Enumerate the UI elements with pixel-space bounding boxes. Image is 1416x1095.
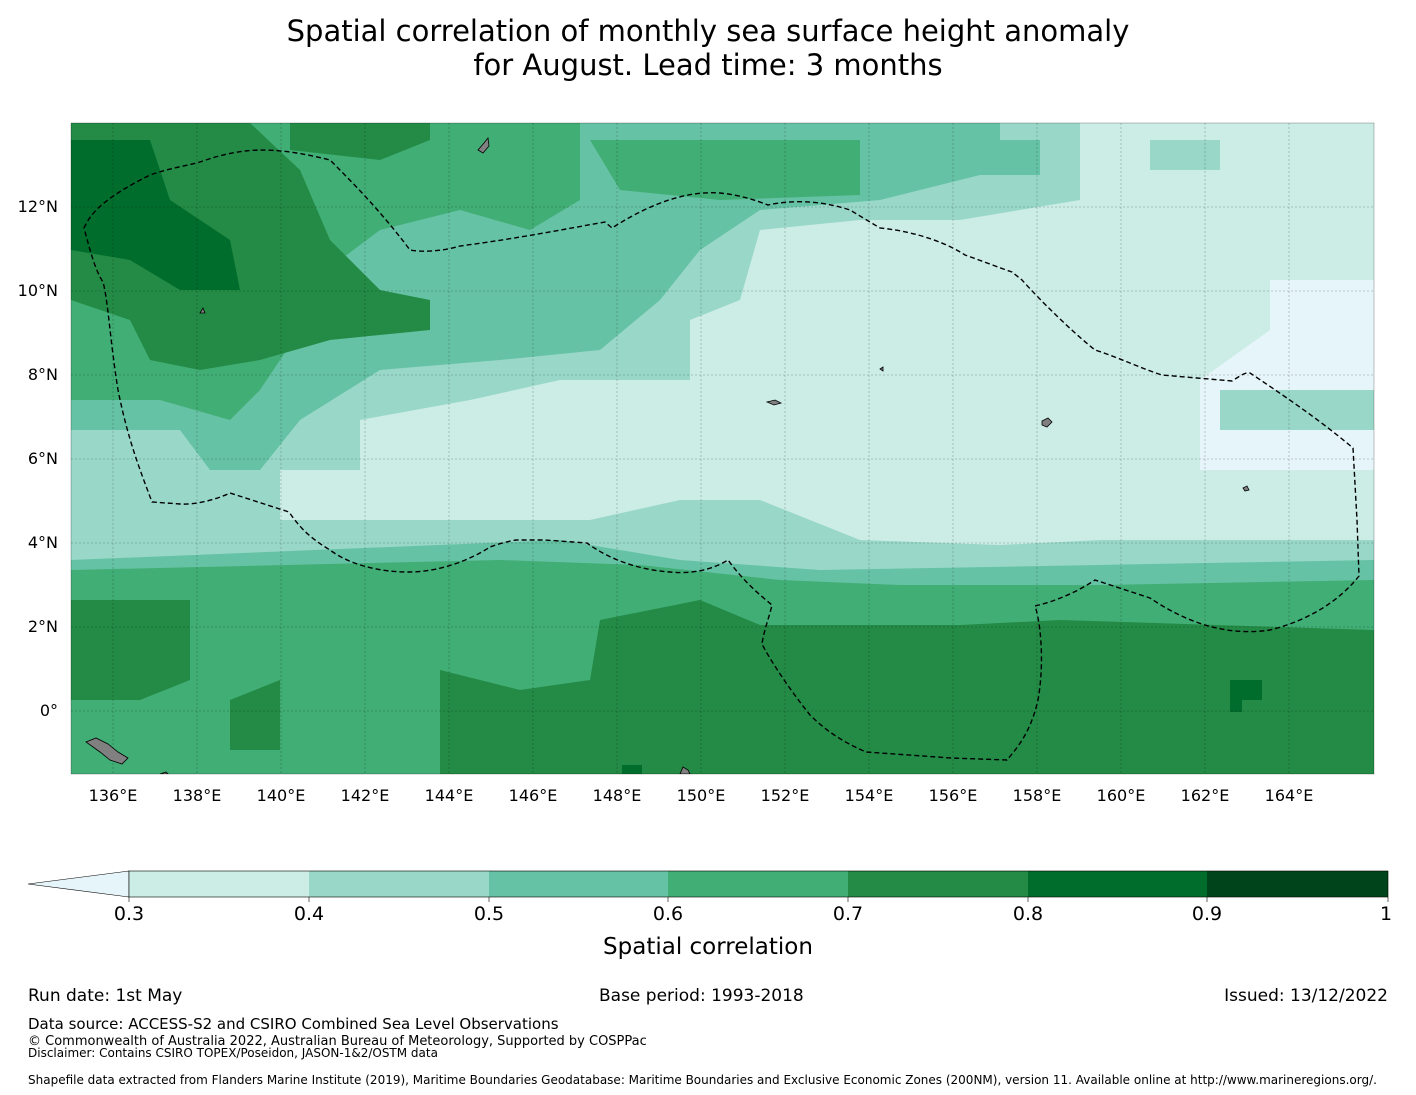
lat-label: 8°N (28, 365, 58, 384)
lat-label: 10°N (18, 281, 58, 300)
field-band-06 (71, 123, 1374, 774)
colorbar-tick: 0.3 (114, 903, 144, 925)
map-figure: 136°E 138°E 140°E 142°E 144°E 146°E 148°… (18, 122, 1392, 960)
run-date: Run date: 1st May (28, 986, 183, 1006)
island-bottom-2 (159, 771, 169, 774)
lat-label: 0° (40, 701, 58, 720)
lon-label: 136°E (89, 786, 138, 805)
lon-label: 150°E (677, 786, 726, 805)
colorbar-segment (668, 871, 848, 897)
lon-label: 156°E (929, 786, 978, 805)
map-gridlines (71, 123, 1374, 774)
lat-label: 2°N (28, 617, 58, 636)
island-chuuk (765, 399, 783, 406)
colorbar-tick: 0.6 (653, 903, 683, 925)
lon-label: 158°E (1013, 786, 1062, 805)
title-line-1: Spatial correlation of monthly sea surfa… (286, 14, 1130, 48)
island-yap (199, 307, 206, 314)
colorbar: 0.3 0.4 0.5 0.6 0.7 0.8 0.9 1 Spatial co… (27, 870, 1392, 960)
lon-label: 154°E (845, 786, 894, 805)
island-small-1 (879, 366, 884, 372)
island-bottom-1 (679, 766, 691, 774)
colorbar-segment (129, 871, 309, 897)
base-period: Base period: 1993-2018 (599, 986, 804, 1006)
colorbar-tick: 0.8 (1013, 903, 1043, 925)
colorbar-segment (1028, 871, 1207, 897)
lat-tick-labels: 12°N 10°N 8°N 6°N 4°N 2°N 0° (18, 197, 58, 720)
colorbar-segment (489, 871, 668, 897)
title-line-2: for August. Lead time: 3 months (473, 48, 943, 82)
copyright: © Commonwealth of Australia 2022, Austra… (28, 1034, 647, 1049)
colorbar-tick: 1 (1380, 903, 1392, 925)
colorbar-tick: 0.5 (474, 903, 504, 925)
correlation-field (71, 123, 1374, 774)
lon-label: 140°E (257, 786, 306, 805)
lon-label: 142°E (341, 786, 390, 805)
land-masses (85, 137, 1250, 774)
chart-title: Spatial correlation of monthly sea surfa… (0, 14, 1416, 82)
colorbar-frame (128, 870, 1389, 898)
lon-label: 138°E (173, 786, 222, 805)
colorbar-tick: 0.4 (294, 903, 324, 925)
island-pohnpei (1041, 417, 1053, 428)
lat-label: 12°N (18, 197, 58, 216)
eez-line-palau-fsm (83, 149, 1360, 761)
lon-label: 160°E (1097, 786, 1146, 805)
colorbar-extend-min (27, 870, 130, 898)
colorbar-tick: 0.9 (1192, 903, 1222, 925)
lon-tick-labels: 136°E 138°E 140°E 142°E 144°E 146°E 148°… (89, 786, 1314, 805)
colorbar-segment (848, 871, 1028, 897)
eez-boundary (83, 149, 1360, 761)
island-new-guinea-coast (85, 737, 129, 765)
lat-label: 6°N (28, 449, 58, 468)
lon-label: 164°E (1265, 786, 1314, 805)
lon-label: 146°E (509, 786, 558, 805)
disclaimer: Disclaimer: Contains CSIRO TOPEX/Poseido… (28, 1046, 438, 1060)
colorbar-segment (309, 871, 489, 897)
island-kosrae (1242, 485, 1250, 492)
lon-label: 162°E (1181, 786, 1230, 805)
island-guam (477, 137, 490, 154)
lon-label: 152°E (761, 786, 810, 805)
data-source: Data source: ACCESS-S2 and CSIRO Combine… (28, 1015, 559, 1033)
field-band-07 (71, 123, 1374, 774)
map-frame (70, 122, 1375, 775)
lon-label: 144°E (425, 786, 474, 805)
colorbar-label: Spatial correlation (603, 934, 813, 960)
issued-date: Issued: 13/12/2022 (1224, 986, 1388, 1006)
shapefile-credit: Shapefile data extracted from Flanders M… (28, 1073, 1377, 1087)
field-band-05 (71, 123, 1374, 620)
lat-label: 4°N (28, 533, 58, 552)
colorbar-segment (1207, 871, 1388, 897)
colorbar-tick: 0.7 (833, 903, 863, 925)
lon-label: 148°E (593, 786, 642, 805)
